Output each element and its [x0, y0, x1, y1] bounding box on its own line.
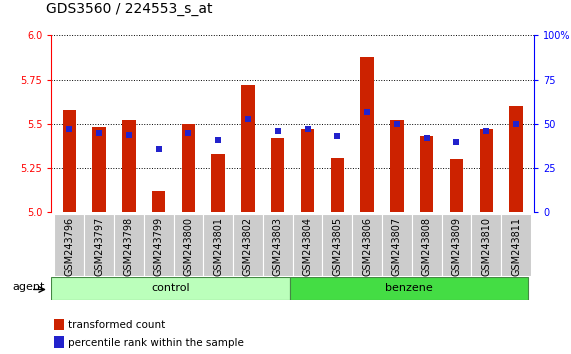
Point [154, 146, 163, 152]
Point [243, 116, 252, 121]
Text: transformed count: transformed count [68, 320, 165, 330]
Point [124, 132, 134, 137]
Bar [390, 120, 404, 212]
Point [214, 137, 223, 143]
Text: GSM243803: GSM243803 [273, 217, 283, 276]
Text: control: control [151, 283, 190, 293]
Bar [509, 106, 522, 212]
Text: benzene: benzene [385, 283, 433, 293]
Point [392, 121, 401, 127]
Text: GSM243804: GSM243804 [303, 217, 312, 276]
Bar [352, 214, 382, 276]
Text: agent: agent [13, 282, 45, 292]
Text: GSM243797: GSM243797 [94, 217, 104, 276]
Point [333, 133, 342, 139]
Bar [263, 214, 292, 276]
Bar [54, 319, 65, 330]
Bar [450, 159, 463, 212]
Bar [242, 85, 255, 212]
Text: GSM243800: GSM243800 [183, 217, 194, 276]
Text: GSM243808: GSM243808 [421, 217, 432, 276]
Text: GSM243810: GSM243810 [481, 217, 491, 276]
Bar [54, 336, 65, 348]
Bar [301, 129, 314, 212]
Bar [182, 124, 195, 212]
Bar [441, 214, 471, 276]
Point [273, 128, 282, 134]
Bar [501, 214, 531, 276]
Text: percentile rank within the sample: percentile rank within the sample [68, 338, 244, 348]
Point [422, 135, 431, 141]
Text: GSM243799: GSM243799 [154, 217, 164, 276]
Bar [93, 127, 106, 212]
Bar [289, 277, 528, 300]
Bar [54, 214, 84, 276]
Bar [114, 214, 144, 276]
Point [363, 109, 372, 114]
Text: GSM243806: GSM243806 [362, 217, 372, 276]
Bar [211, 154, 225, 212]
Point [303, 126, 312, 132]
Point [94, 130, 103, 136]
Text: GSM243796: GSM243796 [65, 217, 74, 276]
Text: GSM243805: GSM243805 [332, 217, 342, 276]
Point [512, 121, 521, 127]
Bar [471, 214, 501, 276]
Point [452, 139, 461, 144]
Bar [293, 214, 323, 276]
Text: GSM243807: GSM243807 [392, 217, 402, 276]
Bar [360, 57, 374, 212]
Bar [412, 214, 441, 276]
Bar [382, 214, 412, 276]
Bar [84, 214, 114, 276]
Text: GSM243801: GSM243801 [213, 217, 223, 276]
Bar [420, 136, 433, 212]
Bar [174, 214, 203, 276]
Point [482, 128, 491, 134]
Bar [480, 129, 493, 212]
Bar [271, 138, 284, 212]
Bar [323, 214, 352, 276]
Text: GSM243811: GSM243811 [511, 217, 521, 276]
Bar [122, 120, 135, 212]
Bar [51, 277, 289, 300]
Text: GDS3560 / 224553_s_at: GDS3560 / 224553_s_at [46, 2, 212, 16]
Bar [63, 110, 76, 212]
Text: GSM243802: GSM243802 [243, 217, 253, 276]
Point [65, 126, 74, 132]
Bar [152, 191, 166, 212]
Bar [203, 214, 233, 276]
Bar [233, 214, 263, 276]
Bar [144, 214, 174, 276]
Text: GSM243798: GSM243798 [124, 217, 134, 276]
Point [184, 130, 193, 136]
Bar [331, 158, 344, 212]
Text: GSM243809: GSM243809 [452, 217, 461, 276]
